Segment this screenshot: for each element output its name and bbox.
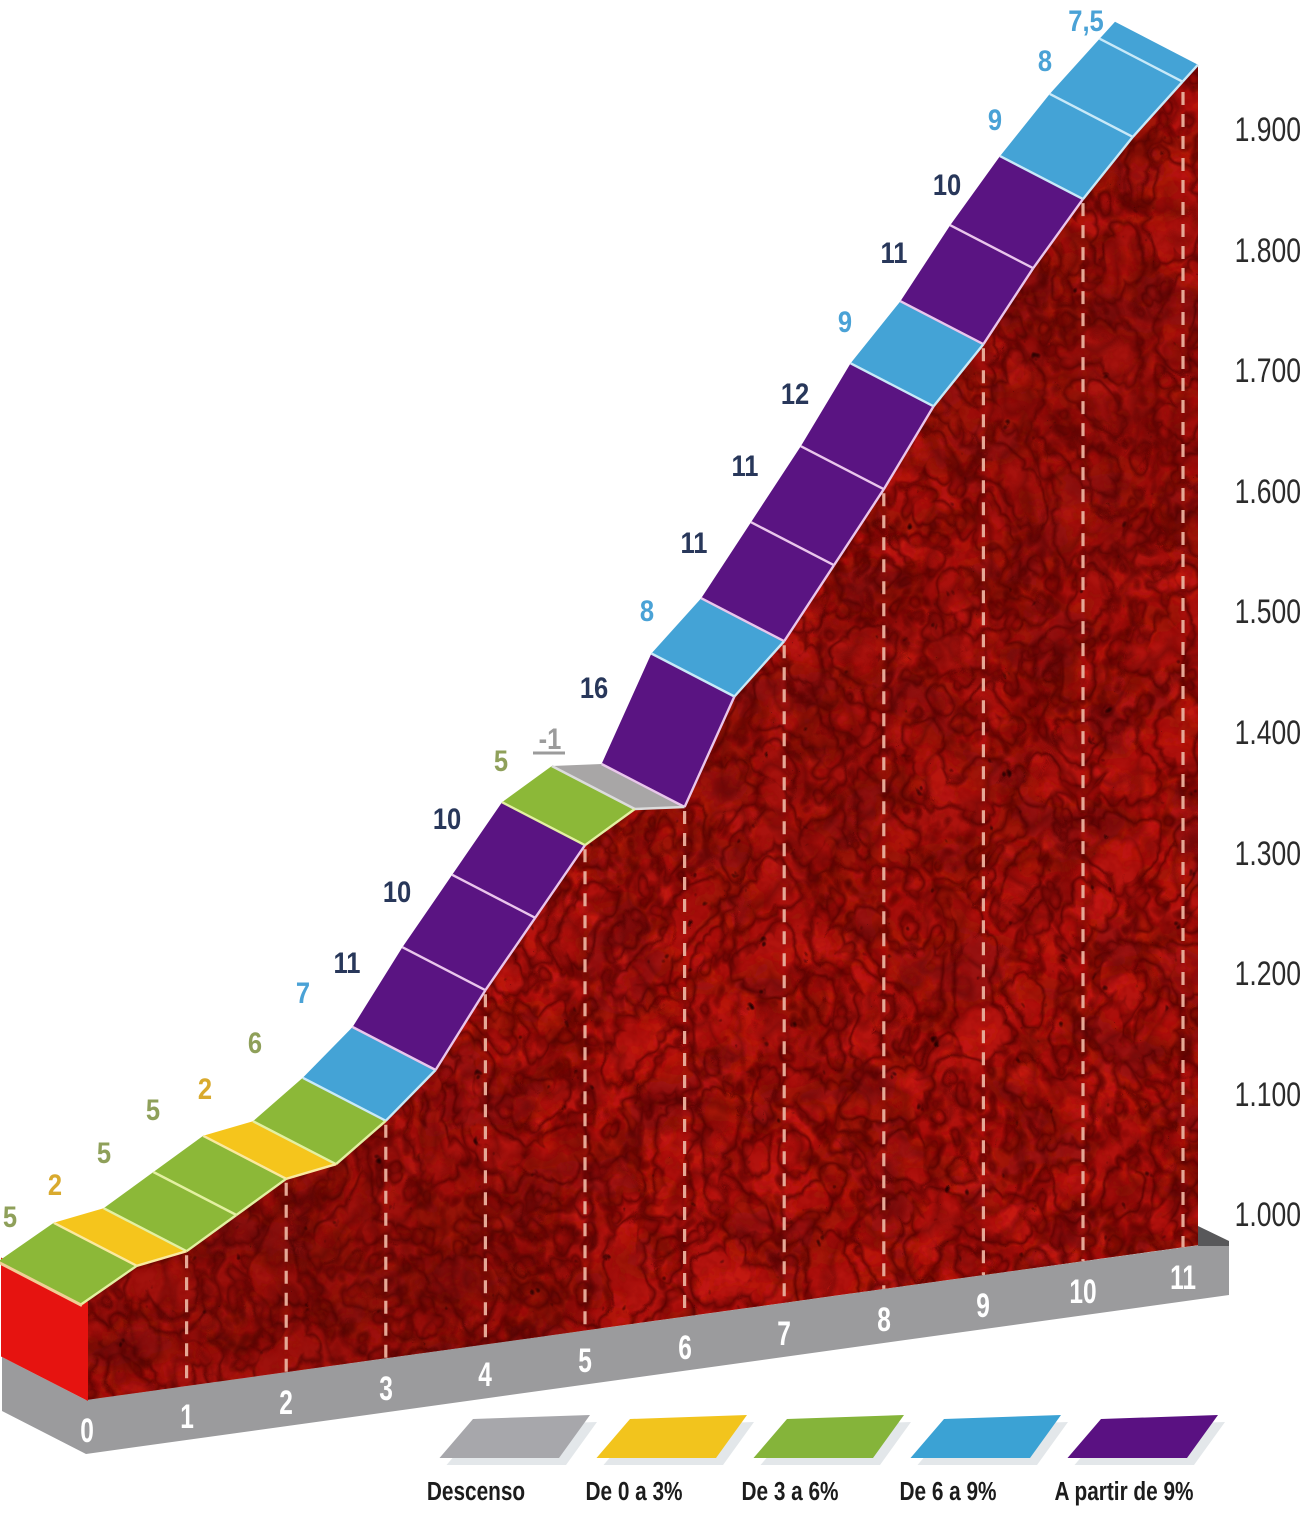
svg-text:12: 12 [781,377,809,410]
svg-text:0: 0 [80,1412,94,1450]
svg-text:11: 11 [881,236,908,269]
svg-text:1.000: 1.000 [1235,1196,1300,1234]
svg-text:11: 11 [681,526,708,559]
svg-text:-1: -1 [539,722,562,755]
svg-text:7,5: 7,5 [1068,4,1103,37]
svg-text:16: 16 [580,671,608,704]
svg-text:2: 2 [48,1168,62,1201]
svg-text:De 3 a 6%: De 3 a 6% [741,1477,838,1506]
svg-text:9: 9 [988,103,1002,136]
svg-text:1.100: 1.100 [1235,1076,1300,1114]
svg-text:6: 6 [248,1026,262,1059]
svg-text:1.800: 1.800 [1235,232,1300,270]
svg-text:7: 7 [296,976,310,1009]
svg-text:4: 4 [478,1356,492,1394]
svg-text:11: 11 [732,449,759,482]
svg-text:10: 10 [383,875,411,908]
svg-text:2: 2 [279,1384,293,1422]
svg-text:1.600: 1.600 [1235,473,1300,511]
svg-text:1.300: 1.300 [1235,835,1300,873]
svg-text:6: 6 [678,1329,692,1367]
svg-text:5: 5 [146,1093,160,1126]
svg-text:9: 9 [976,1287,990,1325]
svg-text:2: 2 [198,1072,212,1105]
svg-text:5: 5 [97,1136,111,1169]
svg-text:9: 9 [838,305,852,338]
svg-text:10: 10 [933,168,961,201]
svg-text:Descenso: Descenso [427,1477,525,1506]
svg-text:5: 5 [3,1200,17,1233]
svg-text:10: 10 [1069,1273,1096,1311]
svg-text:A partir de 9%: A partir de 9% [1054,1477,1193,1506]
svg-text:10: 10 [433,802,461,835]
svg-text:8: 8 [1038,44,1052,77]
svg-text:3: 3 [379,1370,393,1408]
svg-text:De 0 a 3%: De 0 a 3% [585,1477,682,1506]
svg-text:11: 11 [1170,1259,1196,1297]
svg-text:7: 7 [777,1315,791,1353]
svg-text:8: 8 [640,594,654,627]
svg-text:5: 5 [494,744,508,777]
svg-text:11: 11 [334,946,361,979]
svg-text:8: 8 [877,1301,891,1339]
svg-text:1: 1 [180,1398,194,1436]
svg-text:5: 5 [578,1342,592,1380]
svg-text:1.900: 1.900 [1235,111,1300,149]
svg-text:1.200: 1.200 [1235,955,1300,993]
svg-text:1.500: 1.500 [1235,593,1300,631]
svg-text:1.700: 1.700 [1235,352,1300,390]
svg-text:De 6 a 9%: De 6 a 9% [899,1477,996,1506]
svg-text:1.400: 1.400 [1235,714,1300,752]
